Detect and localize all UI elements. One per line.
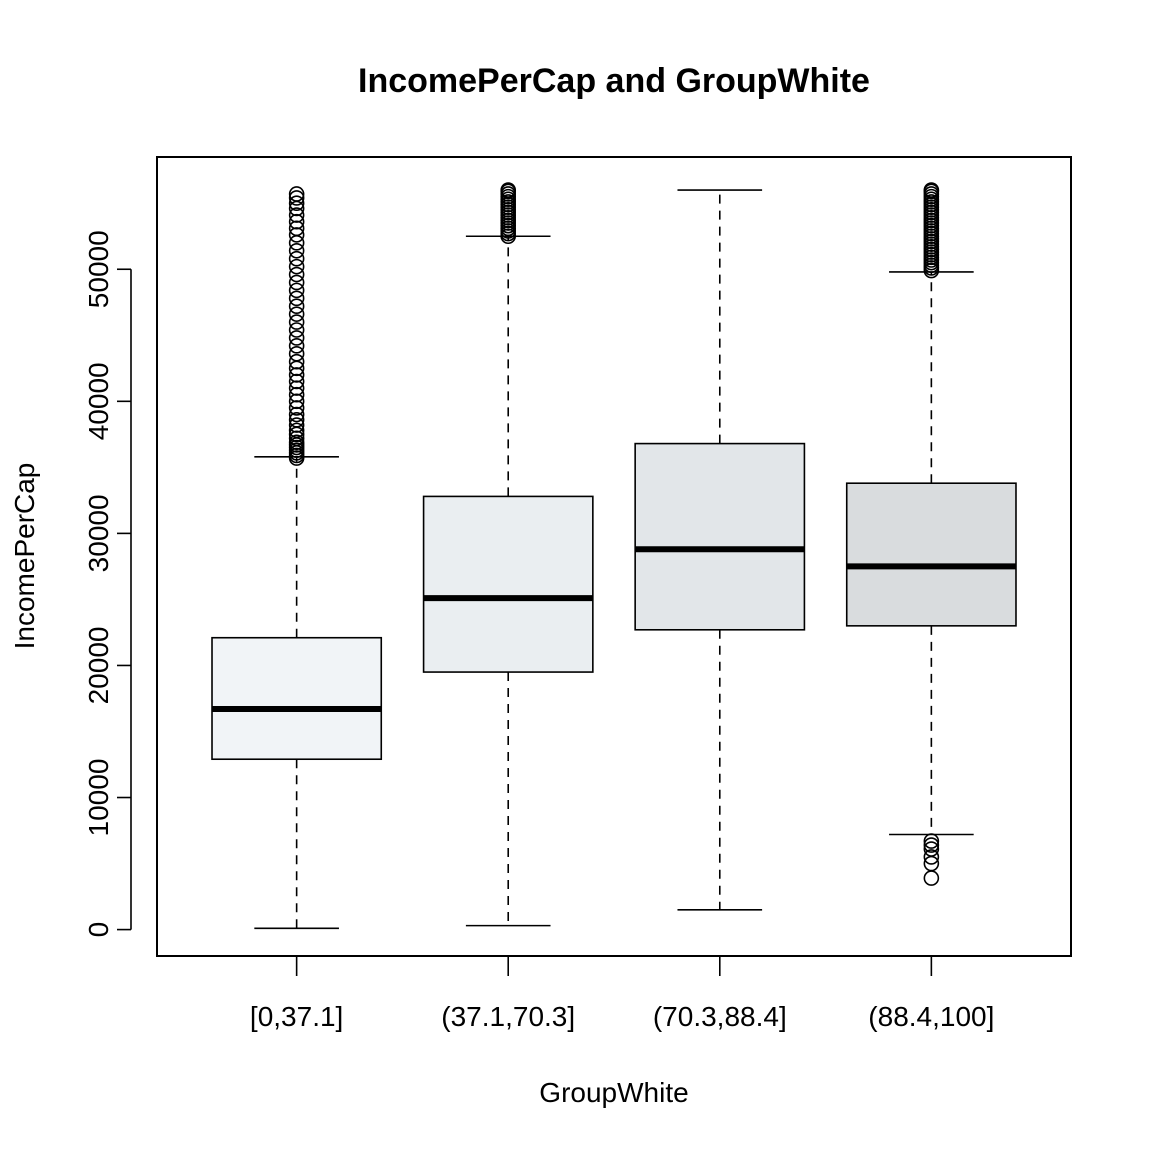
box-group bbox=[845, 182, 1017, 886]
outlier-point bbox=[288, 258, 305, 275]
x-tick-label: [0,37.1] bbox=[250, 1001, 343, 1032]
x-tick-label: (70.3,88.4] bbox=[653, 1001, 787, 1032]
box-group bbox=[634, 189, 806, 911]
y-tick-label: 20000 bbox=[83, 627, 114, 705]
outlier-point bbox=[288, 422, 305, 439]
x-axis-label: GroupWhite bbox=[539, 1077, 688, 1108]
outlier-point bbox=[923, 833, 940, 849]
outlier-point bbox=[288, 330, 305, 346]
y-tick-label: 40000 bbox=[83, 362, 114, 440]
outlier-point bbox=[923, 837, 940, 853]
x-axis: [0,37.1] (37.1,70.3] (70.3,88.4] (88.4,100] bbox=[250, 956, 994, 1032]
y-tick-label: 50000 bbox=[83, 230, 114, 308]
outlier-point bbox=[288, 338, 305, 354]
x-tick-label: (88.4,100] bbox=[868, 1001, 994, 1032]
outlier-point bbox=[923, 841, 940, 857]
outlier-point bbox=[288, 195, 305, 212]
outlier-point bbox=[923, 849, 940, 865]
outlier-point bbox=[288, 322, 305, 338]
iqr-box bbox=[422, 495, 594, 673]
outlier-point bbox=[288, 314, 305, 330]
outlier-point bbox=[288, 186, 305, 202]
outlier-point bbox=[288, 412, 305, 428]
outlier-point bbox=[288, 250, 305, 267]
outlier-point bbox=[288, 345, 305, 362]
outlier-point bbox=[288, 266, 305, 283]
iqr-box bbox=[211, 636, 383, 761]
iqr-box bbox=[634, 442, 806, 631]
chart-title: IncomePerCap and GroupWhite bbox=[358, 62, 870, 100]
outlier-point bbox=[288, 434, 305, 451]
outlier-point bbox=[288, 235, 305, 251]
y-tick-label: 30000 bbox=[83, 494, 114, 572]
outlier-point bbox=[288, 207, 305, 223]
outlier-point bbox=[288, 290, 305, 307]
box-group bbox=[422, 182, 594, 927]
outlier-point bbox=[288, 274, 305, 291]
box-group bbox=[211, 186, 383, 930]
outlier-point bbox=[923, 182, 940, 198]
y-axis: 0 10000 20000 30000 40000 50000 bbox=[83, 230, 132, 938]
iqr-box bbox=[845, 482, 1017, 627]
y-tick-label: 0 bbox=[83, 922, 114, 938]
outlier-point bbox=[288, 190, 305, 206]
outlier-point bbox=[288, 306, 305, 322]
y-axis-label: IncomePerCap bbox=[9, 463, 40, 650]
x-tick-label: (37.1,70.3] bbox=[441, 1001, 575, 1032]
y-tick-label: 10000 bbox=[83, 759, 114, 837]
outlier-point bbox=[288, 242, 305, 259]
outlier-point bbox=[288, 417, 305, 433]
outlier-point bbox=[288, 298, 305, 315]
outlier-point bbox=[923, 870, 940, 886]
outlier-point bbox=[288, 282, 305, 299]
outlier-point bbox=[500, 182, 517, 198]
boxes-layer bbox=[211, 182, 1017, 930]
plot-frame bbox=[156, 156, 1072, 957]
outlier-point bbox=[288, 353, 305, 370]
